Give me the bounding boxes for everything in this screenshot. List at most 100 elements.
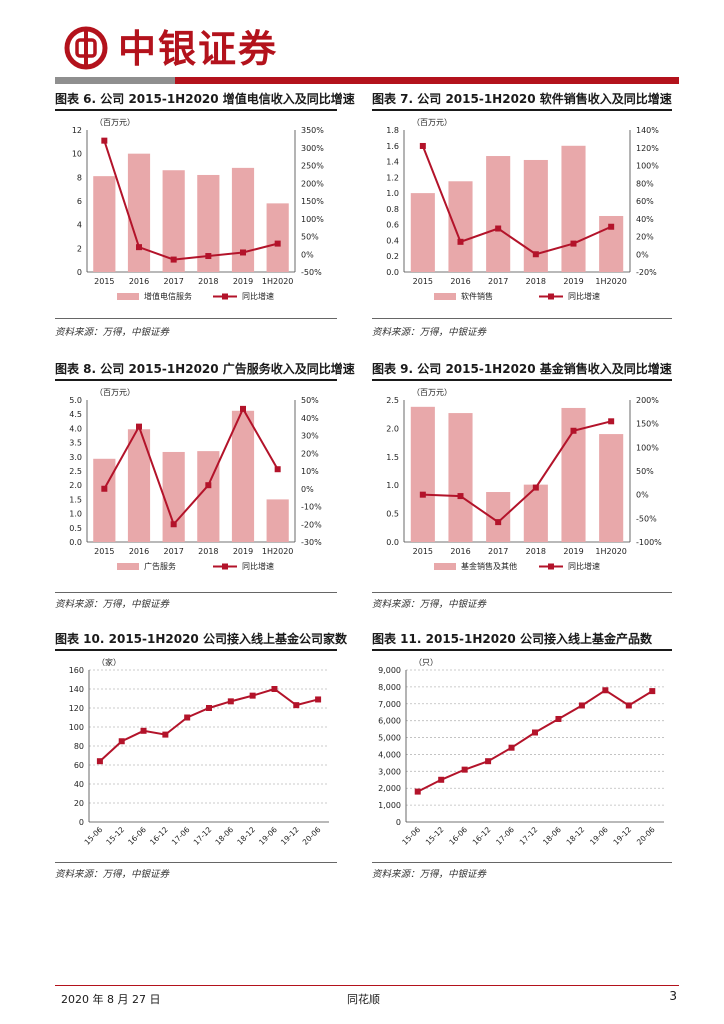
data-point bbox=[570, 427, 577, 434]
y-tick-label: 1.0 bbox=[69, 510, 82, 519]
bar bbox=[162, 170, 185, 272]
data-point bbox=[206, 705, 212, 711]
bar bbox=[448, 413, 473, 542]
unit-label: （百万元） bbox=[412, 388, 452, 397]
y2-tick-label: 0% bbox=[636, 250, 649, 259]
y-tick-label: 3,000 bbox=[378, 767, 401, 776]
y-tick-label: 6,000 bbox=[378, 717, 401, 726]
x-tick-label: 16-06 bbox=[447, 825, 469, 847]
y-tick-label: 2.0 bbox=[386, 424, 399, 433]
y-tick-label: 0.5 bbox=[69, 524, 82, 533]
data-point bbox=[274, 240, 281, 247]
bar bbox=[162, 451, 185, 542]
growth-line bbox=[103, 140, 278, 261]
data-point bbox=[625, 702, 632, 709]
bar bbox=[523, 484, 548, 542]
x-tick-label: 17-12 bbox=[518, 825, 540, 847]
legend-line-label: 同比增速 bbox=[242, 291, 274, 301]
y-tick-label: 8 bbox=[77, 173, 82, 182]
company-name: 同花顺 bbox=[347, 993, 380, 1006]
x-tick-label: 16-06 bbox=[126, 825, 148, 847]
bar bbox=[410, 193, 435, 272]
unit-label: （家） bbox=[97, 657, 121, 667]
data-point bbox=[227, 698, 234, 705]
y-tick-label: 0.2 bbox=[386, 252, 399, 261]
x-tick-label: 1H2020 bbox=[262, 277, 293, 286]
growth-line bbox=[422, 420, 612, 524]
data-point bbox=[532, 251, 539, 258]
legend-line-marker bbox=[548, 563, 554, 570]
legend-line-label: 同比增速 bbox=[568, 291, 600, 301]
y-tick-label: 4.0 bbox=[69, 424, 82, 433]
y2-tick-label: 0% bbox=[301, 485, 314, 494]
source-note: 资料来源：万得，中银证券 bbox=[55, 599, 170, 610]
y-tick-label: 1.5 bbox=[386, 453, 399, 462]
data-point bbox=[136, 423, 142, 430]
chart-panel-7: 图表 7. 公司 2015-1H2020 软件销售收入及同比增速 （百万元） 0.… bbox=[372, 90, 672, 340]
data-point bbox=[508, 744, 515, 751]
data-point bbox=[240, 405, 246, 412]
data-point bbox=[184, 714, 191, 721]
y-tick-label: 2 bbox=[77, 244, 82, 253]
y-tick-label: 0.0 bbox=[386, 268, 399, 277]
y-tick-label: 0.8 bbox=[386, 205, 399, 214]
x-tick-label: 18-06 bbox=[541, 825, 563, 847]
y-tick-label: 20 bbox=[74, 799, 84, 808]
y-tick-label: 0.0 bbox=[69, 538, 82, 547]
legend-bar-swatch bbox=[434, 563, 456, 570]
y2-tick-label: -50% bbox=[636, 514, 657, 523]
y-tick-label: 0.4 bbox=[386, 236, 399, 245]
x-tick-label: 2019 bbox=[563, 547, 583, 556]
source-note: 资料来源：万得，中银证券 bbox=[55, 327, 170, 338]
data-point bbox=[608, 418, 615, 425]
y-tick-label: 4,000 bbox=[378, 750, 401, 759]
data-point bbox=[96, 758, 103, 765]
y-tick-label: 60 bbox=[74, 761, 84, 770]
x-tick-label: 16-12 bbox=[471, 825, 493, 847]
y-tick-label: 8,000 bbox=[378, 683, 401, 692]
bar bbox=[231, 410, 255, 542]
data-point bbox=[170, 521, 177, 528]
x-tick-label: 20-06 bbox=[635, 825, 657, 847]
y2-tick-label: 0% bbox=[301, 250, 314, 259]
unit-label: （百万元） bbox=[95, 388, 135, 397]
x-tick-label: 18-12 bbox=[235, 825, 257, 847]
x-tick-label: 2017 bbox=[488, 547, 508, 556]
y2-tick-label: 350% bbox=[301, 126, 324, 135]
data-point bbox=[249, 692, 256, 699]
y2-tick-label: -20% bbox=[301, 520, 322, 529]
data-point bbox=[170, 256, 177, 263]
data-point bbox=[414, 788, 421, 795]
data-point bbox=[136, 244, 142, 251]
bar bbox=[266, 499, 289, 542]
x-tick-label: 2019 bbox=[563, 277, 583, 286]
x-tick-label: 1H2020 bbox=[595, 277, 626, 286]
legend-line-label: 同比增速 bbox=[568, 561, 600, 571]
y-tick-label: 0 bbox=[79, 818, 84, 827]
growth-line bbox=[103, 406, 279, 527]
chart-title: 图表 9. 公司 2015-1H2020 基金销售收入及同比增速 bbox=[372, 362, 672, 376]
chart-title: 图表 7. 公司 2015-1H2020 软件销售收入及同比增速 bbox=[372, 92, 672, 106]
data-point bbox=[205, 253, 212, 260]
unit-label: （百万元） bbox=[412, 118, 452, 127]
data-point bbox=[649, 688, 656, 695]
y-tick-label: 1.6 bbox=[386, 142, 399, 151]
bar bbox=[486, 156, 511, 272]
x-tick-label: 2018 bbox=[526, 277, 546, 286]
y2-tick-label: 10% bbox=[301, 467, 319, 476]
y-tick-label: 6 bbox=[77, 197, 82, 206]
x-tick-label: 2015 bbox=[94, 547, 114, 556]
x-tick-label: 2015 bbox=[413, 547, 433, 556]
source-note: 资料来源：万得，中银证券 bbox=[55, 869, 170, 880]
y2-tick-label: 150% bbox=[301, 197, 324, 206]
bar bbox=[599, 434, 624, 542]
y-tick-label: 10 bbox=[72, 150, 82, 159]
y-tick-label: 5.0 bbox=[69, 396, 82, 405]
x-tick-label: 2016 bbox=[129, 547, 149, 556]
data-point bbox=[608, 223, 615, 230]
brand-name: 中银证券 bbox=[118, 26, 279, 71]
y2-tick-label: -20% bbox=[636, 268, 657, 277]
y2-tick-label: 200% bbox=[301, 179, 324, 188]
legend-bar-label: 广告服务 bbox=[144, 561, 176, 571]
y-tick-label: 9,000 bbox=[378, 666, 401, 675]
